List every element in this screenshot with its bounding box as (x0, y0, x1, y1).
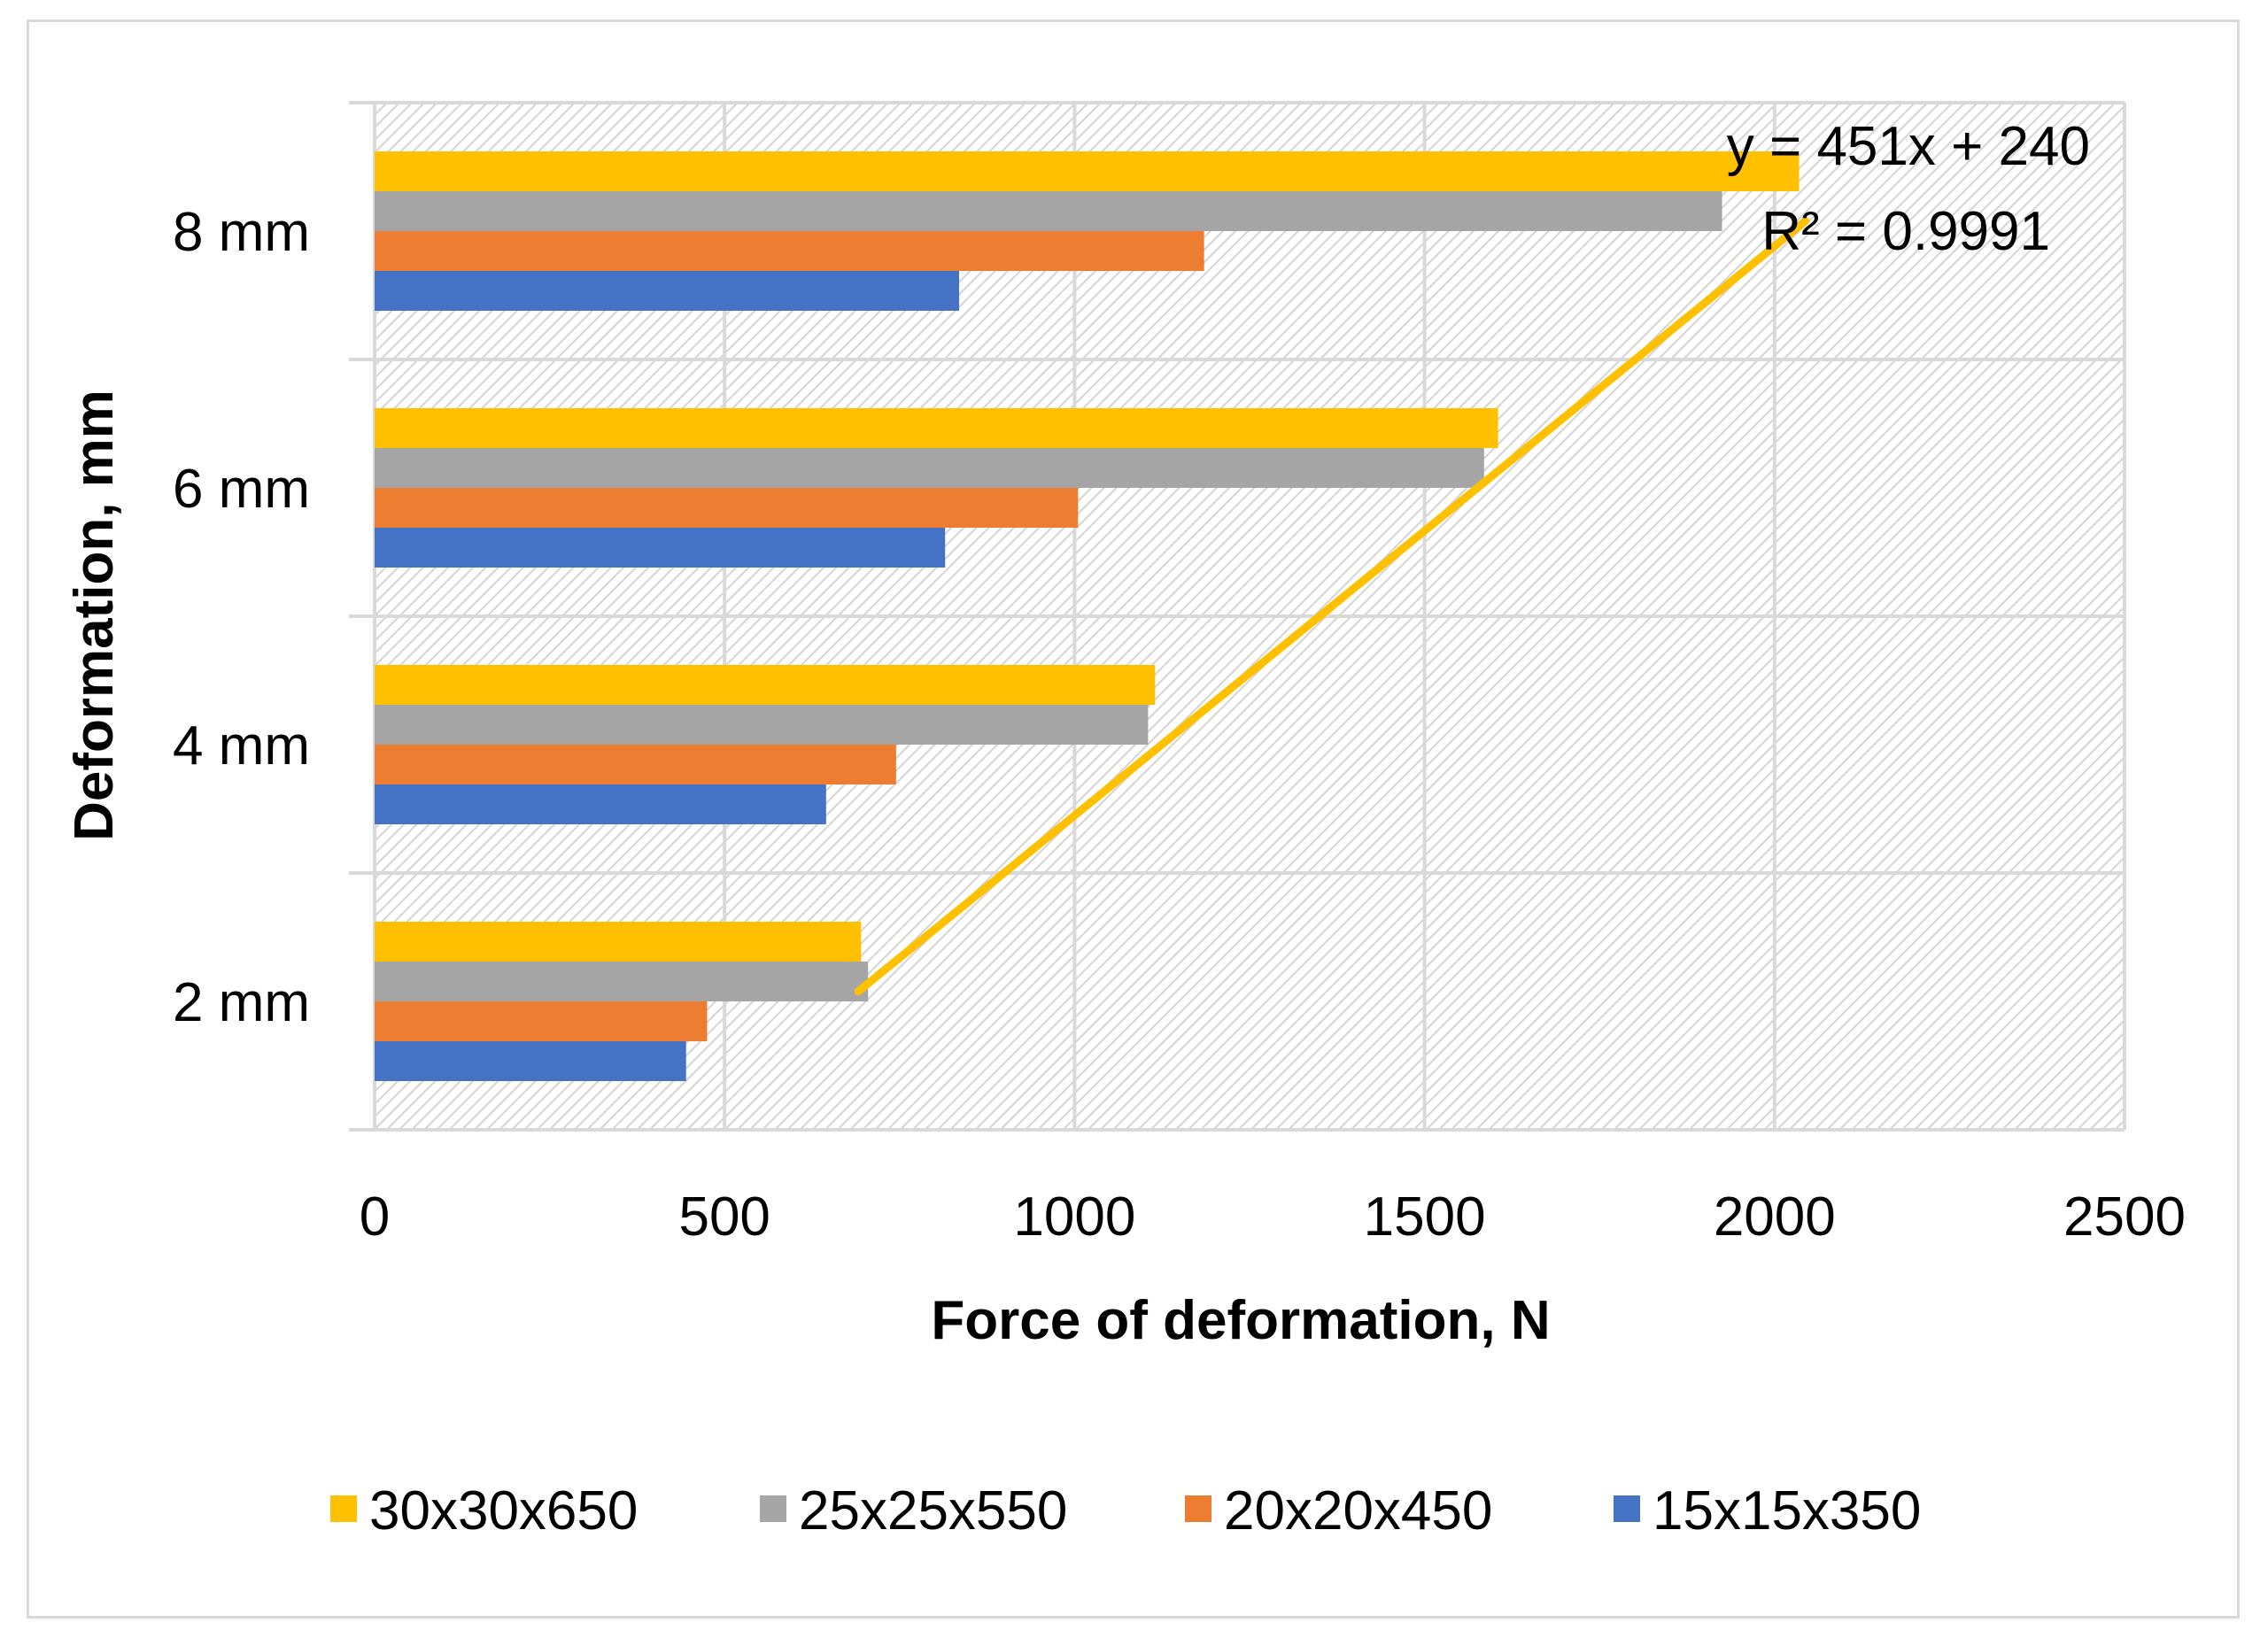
legend-swatch (330, 1495, 357, 1522)
bar-30x30x650-4mm (375, 665, 1156, 705)
trendline (854, 217, 1810, 996)
bars (375, 151, 1800, 1081)
trendline-equation: y = 451x + 240 (1727, 116, 2090, 177)
bar-25x25x550-8mm (375, 191, 1722, 231)
y-tick-label: 8 mm (173, 202, 310, 263)
x-tick-label: 1500 (1364, 1186, 1486, 1248)
legend-label: 25x25x550 (799, 1480, 1067, 1541)
x-axis-title: Force of deformation, N (931, 1290, 1550, 1351)
bar-20x20x450-8mm (375, 231, 1204, 271)
gridlines (349, 101, 2126, 1132)
y-axis-ticks: 2 mm 4 mm 6 mm 8 mm (173, 202, 310, 1033)
x-tick-label: 2500 (2063, 1186, 2186, 1248)
legend-label: 20x20x450 (1224, 1480, 1492, 1541)
bar-30x30x650-8mm (375, 151, 1800, 191)
y-axis-title: Deformation, mm (64, 390, 125, 841)
legend-label: 15x15x350 (1653, 1480, 1921, 1541)
legend-swatch (760, 1495, 786, 1522)
y-tick-label: 4 mm (173, 715, 310, 777)
bar-20x20x450-4mm (375, 745, 896, 784)
trendline-r-squared: R² = 0.9991 (1761, 201, 2050, 262)
bar-20x20x450-2mm (375, 1001, 708, 1041)
legend-label: 30x30x650 (369, 1480, 638, 1541)
bar-15x15x350-6mm (375, 528, 946, 568)
y-tick-label: 2 mm (173, 972, 310, 1033)
bar-15x15x350-8mm (375, 271, 959, 311)
bar-30x30x650-6mm (375, 408, 1498, 448)
x-tick-label: 1000 (1013, 1186, 1135, 1248)
x-axis-ticks: 0 500 1000 1500 2000 2500 (360, 1186, 2186, 1248)
x-tick-label: 0 (360, 1186, 390, 1248)
trendline-group (854, 217, 1810, 996)
bar-25x25x550-6mm (375, 448, 1484, 488)
x-tick-label: 2000 (1714, 1186, 1836, 1248)
bar-30x30x650-2mm (375, 922, 862, 962)
bar-15x15x350-4mm (375, 784, 826, 824)
bar-15x15x350-2mm (375, 1041, 686, 1081)
legend-swatch (1185, 1495, 1211, 1522)
bar-25x25x550-4mm (375, 705, 1149, 745)
x-tick-label: 500 (678, 1186, 770, 1248)
legend: 30x30x650 25x25x550 20x20x450 15x15x350 (330, 1480, 1921, 1541)
legend-swatch (1614, 1495, 1640, 1522)
bar-20x20x450-6mm (375, 488, 1079, 528)
y-tick-label: 6 mm (173, 459, 310, 520)
bar-25x25x550-2mm (375, 962, 869, 1001)
